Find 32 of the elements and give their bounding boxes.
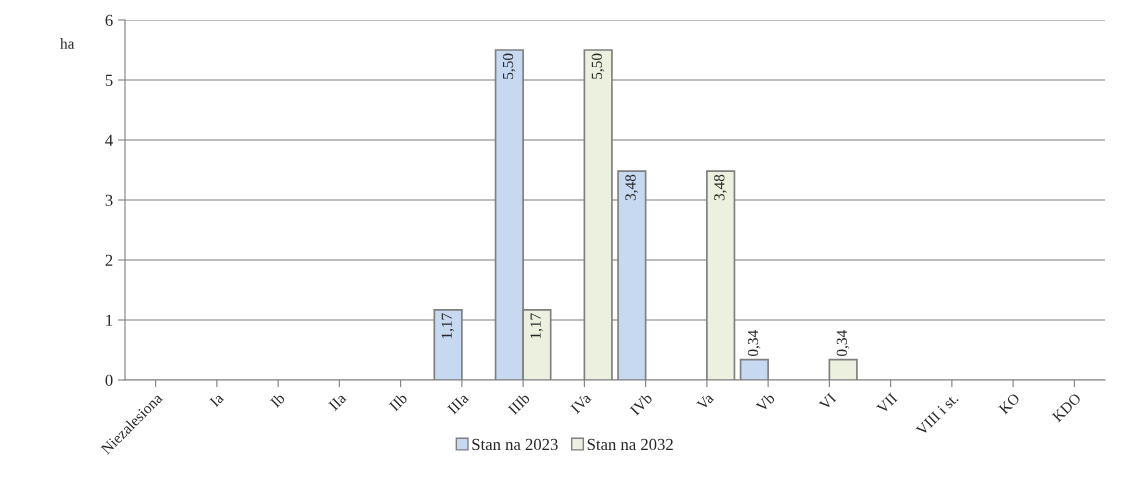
data-label: 5,50	[502, 53, 516, 79]
x-tick-label: IIa	[328, 392, 347, 412]
data-label: 1,17	[441, 313, 455, 339]
y-tick-label: 0	[105, 374, 113, 386]
y-tick-label: 3	[105, 194, 113, 206]
data-label: 0,34	[836, 330, 850, 357]
x-tick-label: Vb	[755, 392, 776, 413]
x-tick-label: VII	[876, 392, 898, 415]
x-tick-label: VI	[818, 392, 837, 411]
x-tick-label: IVb	[629, 392, 653, 416]
x-tick-label: Va	[696, 392, 715, 411]
x-tick-label: IVa	[570, 392, 592, 415]
y-tick-label: 1	[106, 314, 113, 326]
data-label: 3,48	[714, 174, 727, 201]
x-tick-label: KO	[998, 392, 1021, 415]
y-tick-label: 6	[105, 14, 113, 26]
x-tick-label: IIIa	[447, 392, 470, 415]
x-tick-label: IIIb	[507, 392, 531, 416]
y-tick-label: 5	[105, 74, 113, 86]
data-label: 3,48	[625, 174, 638, 201]
x-tick-label: Ib	[269, 392, 286, 409]
data-label: 5,50	[591, 53, 605, 79]
y-tick-label: 4	[105, 134, 113, 146]
data-label: 0,34	[747, 330, 761, 357]
x-tick-label: Ia	[209, 392, 225, 408]
legend-label: Stan na 2032	[587, 438, 673, 451]
x-tick-label: IIb	[388, 392, 408, 412]
y-tick-label: 2	[105, 254, 113, 266]
x-tick-label: VIII i st.	[915, 392, 959, 437]
y-axis-title: ha	[60, 38, 75, 49]
data-label: 1,17	[530, 313, 543, 339]
legend-label: Stan na 2023	[472, 438, 558, 451]
